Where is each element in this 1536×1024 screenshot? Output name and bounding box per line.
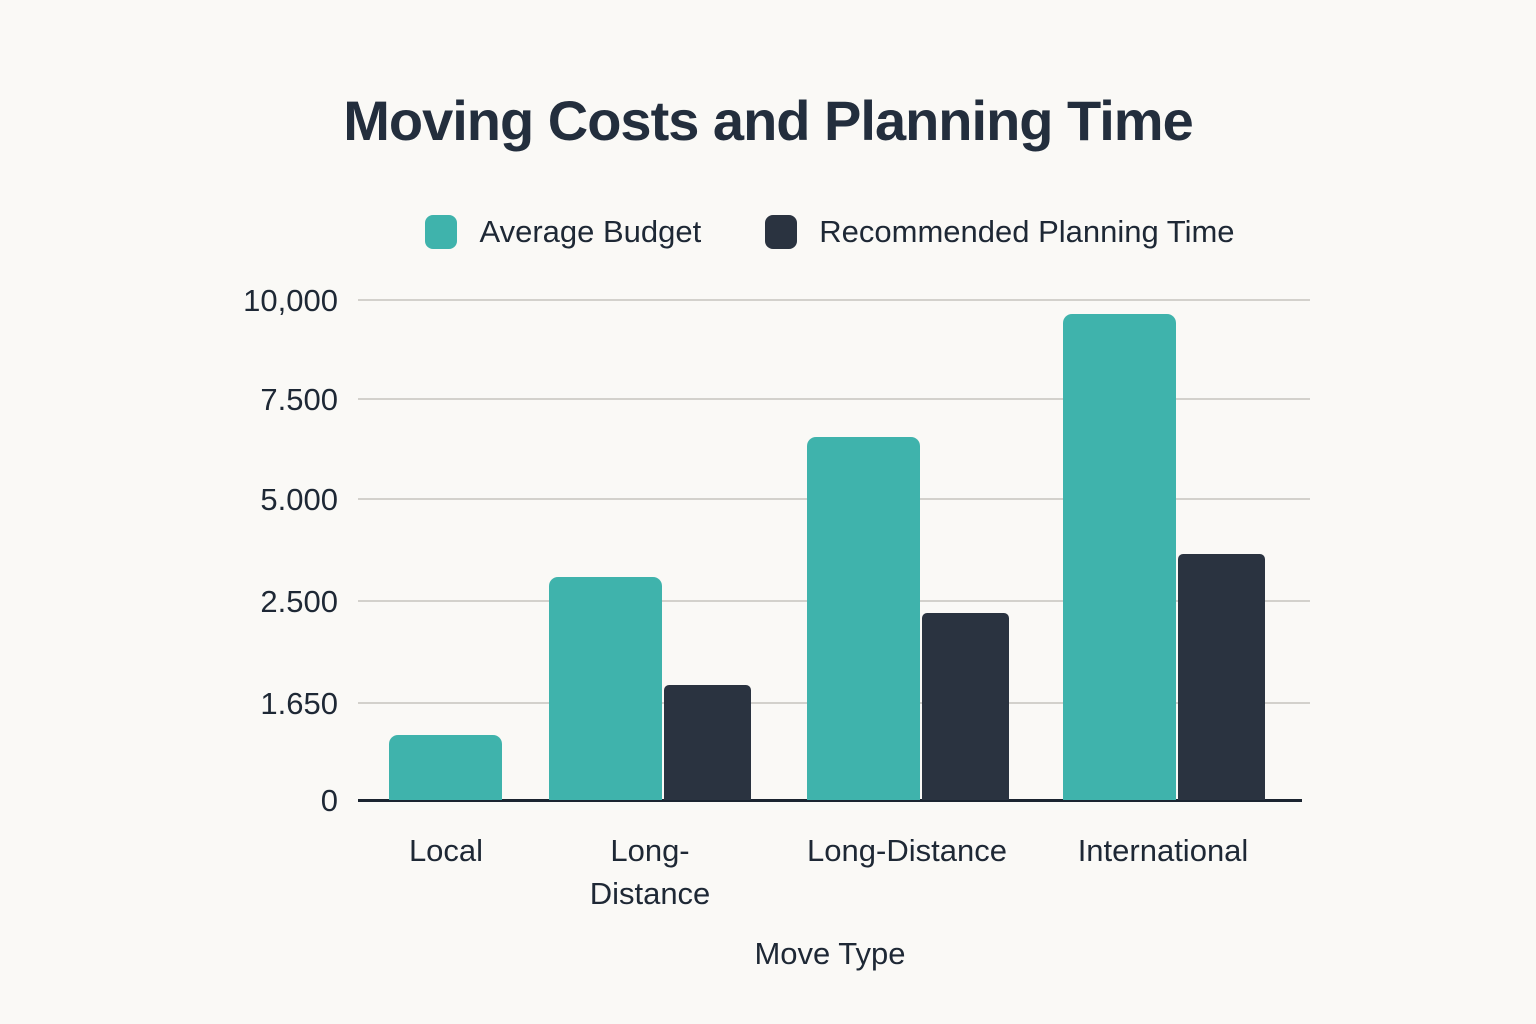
bar-planning-time-long-distance-2 (922, 613, 1009, 800)
legend-label-average-budget: Average Budget (479, 214, 702, 249)
y-tick-label: 10,000 (243, 283, 338, 318)
x-category-label-1: Long-Distance (589, 833, 711, 911)
bar-average-budget-local-0 (389, 735, 502, 800)
x-category-label-2: Long-Distance (807, 833, 1007, 868)
y-tick-label: 7.500 (260, 382, 338, 417)
bar-average-budget-long-distance-2 (807, 437, 920, 800)
legend-swatch-average-budget (425, 215, 458, 249)
gridline-7.500 (358, 398, 1310, 400)
y-tick-label: 2.500 (260, 584, 338, 619)
bar-planning-time-long-distance-1 (664, 685, 751, 800)
bar-average-budget-international-3 (1063, 313, 1176, 800)
y-tick-label: 0 (320, 783, 338, 818)
y-tick-label: 1.650 (260, 686, 338, 721)
legend-item-average-budget: Average Budget (425, 214, 701, 250)
bar-average-budget-long-distance-1 (549, 576, 662, 800)
legend-item-planning-time: Recommended Planning Time (765, 214, 1235, 250)
x-category-label-0: Local (408, 833, 484, 868)
chart-title: Moving Costs and Planning Time (343, 89, 1193, 152)
x-category-label-3: International (1077, 833, 1249, 868)
legend: Average Budget Recommended Planning Time (358, 214, 1302, 250)
y-tick-label: 5.000 (260, 482, 338, 517)
x-axis-title: Move Type (754, 936, 906, 971)
x-axis-line (358, 799, 1302, 802)
legend-label-planning-time: Recommended Planning Time (819, 214, 1235, 249)
legend-swatch-planning-time (765, 215, 798, 249)
gridline-10,000 (358, 299, 1310, 301)
bar-planning-time-international-3 (1178, 554, 1265, 800)
